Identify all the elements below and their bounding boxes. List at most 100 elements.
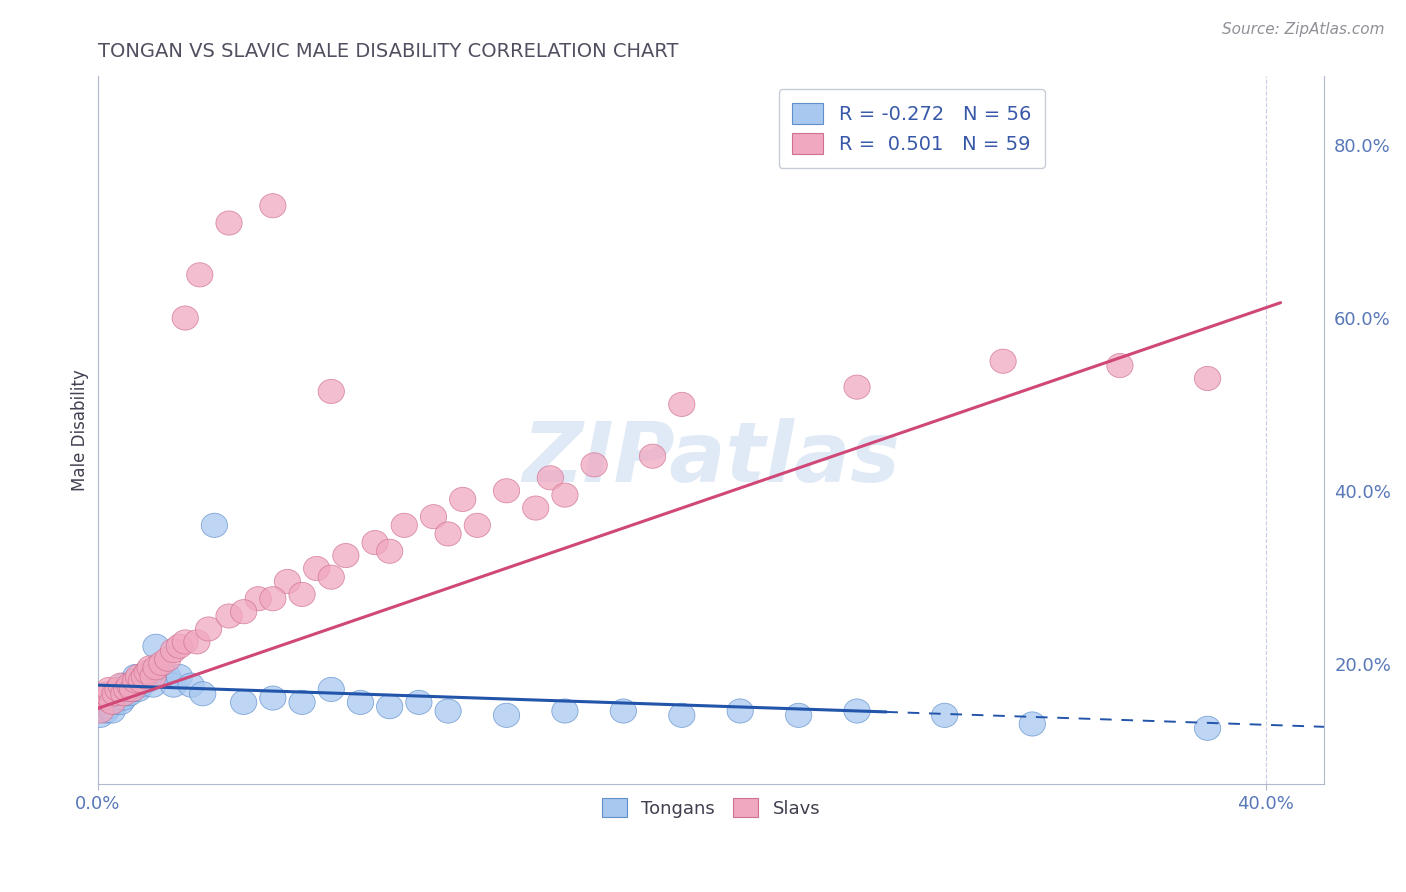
Ellipse shape	[1195, 367, 1220, 391]
Ellipse shape	[434, 699, 461, 723]
Ellipse shape	[98, 686, 125, 710]
Ellipse shape	[288, 582, 315, 607]
Ellipse shape	[523, 496, 548, 520]
Ellipse shape	[117, 673, 143, 698]
Ellipse shape	[105, 677, 131, 701]
Ellipse shape	[1107, 353, 1133, 377]
Ellipse shape	[245, 587, 271, 611]
Ellipse shape	[184, 630, 209, 654]
Ellipse shape	[98, 690, 125, 714]
Ellipse shape	[141, 665, 166, 689]
Ellipse shape	[406, 690, 432, 714]
Ellipse shape	[117, 681, 143, 706]
Ellipse shape	[98, 699, 125, 723]
Ellipse shape	[108, 681, 134, 706]
Ellipse shape	[669, 703, 695, 727]
Ellipse shape	[93, 699, 120, 723]
Text: TONGAN VS SLAVIC MALE DISABILITY CORRELATION CHART: TONGAN VS SLAVIC MALE DISABILITY CORRELA…	[97, 42, 678, 61]
Ellipse shape	[844, 699, 870, 723]
Ellipse shape	[187, 263, 212, 287]
Ellipse shape	[111, 681, 136, 706]
Ellipse shape	[274, 569, 301, 593]
Ellipse shape	[111, 673, 136, 698]
Ellipse shape	[155, 647, 181, 672]
Ellipse shape	[103, 681, 128, 706]
Ellipse shape	[143, 634, 169, 658]
Ellipse shape	[990, 349, 1017, 374]
Ellipse shape	[87, 699, 114, 723]
Ellipse shape	[90, 690, 117, 714]
Ellipse shape	[160, 673, 187, 698]
Ellipse shape	[288, 690, 315, 714]
Ellipse shape	[494, 479, 520, 503]
Ellipse shape	[172, 630, 198, 654]
Ellipse shape	[464, 513, 491, 537]
Ellipse shape	[90, 686, 117, 710]
Ellipse shape	[231, 599, 257, 624]
Ellipse shape	[260, 194, 285, 218]
Ellipse shape	[786, 703, 811, 727]
Ellipse shape	[166, 665, 193, 689]
Ellipse shape	[134, 660, 160, 684]
Ellipse shape	[90, 695, 117, 719]
Ellipse shape	[434, 522, 461, 546]
Ellipse shape	[1195, 716, 1220, 740]
Ellipse shape	[333, 543, 359, 567]
Ellipse shape	[640, 444, 665, 468]
Ellipse shape	[190, 681, 217, 706]
Ellipse shape	[932, 703, 957, 727]
Ellipse shape	[122, 669, 149, 693]
Ellipse shape	[128, 673, 155, 698]
Ellipse shape	[96, 690, 122, 714]
Ellipse shape	[87, 703, 114, 727]
Ellipse shape	[149, 651, 174, 675]
Ellipse shape	[105, 686, 131, 710]
Ellipse shape	[217, 211, 242, 235]
Ellipse shape	[377, 695, 404, 719]
Ellipse shape	[143, 656, 169, 680]
Ellipse shape	[318, 379, 344, 403]
Ellipse shape	[391, 513, 418, 537]
Ellipse shape	[149, 660, 174, 684]
Ellipse shape	[551, 483, 578, 508]
Ellipse shape	[172, 306, 198, 330]
Ellipse shape	[103, 690, 128, 714]
Ellipse shape	[581, 453, 607, 477]
Ellipse shape	[155, 665, 181, 689]
Ellipse shape	[105, 677, 131, 701]
Y-axis label: Male Disability: Male Disability	[72, 369, 89, 491]
Text: ZIPatlas: ZIPatlas	[522, 418, 900, 500]
Ellipse shape	[1019, 712, 1046, 736]
Ellipse shape	[610, 699, 637, 723]
Ellipse shape	[844, 375, 870, 400]
Ellipse shape	[114, 677, 141, 701]
Ellipse shape	[136, 660, 163, 684]
Ellipse shape	[179, 673, 204, 698]
Ellipse shape	[260, 587, 285, 611]
Ellipse shape	[494, 703, 520, 727]
Ellipse shape	[114, 677, 141, 701]
Ellipse shape	[120, 677, 146, 701]
Ellipse shape	[727, 699, 754, 723]
Ellipse shape	[420, 505, 447, 529]
Ellipse shape	[450, 487, 475, 511]
Ellipse shape	[195, 617, 222, 641]
Ellipse shape	[128, 669, 155, 693]
Ellipse shape	[217, 604, 242, 628]
Ellipse shape	[260, 686, 285, 710]
Ellipse shape	[160, 639, 187, 663]
Ellipse shape	[93, 681, 120, 706]
Ellipse shape	[136, 656, 163, 680]
Ellipse shape	[120, 677, 146, 701]
Ellipse shape	[669, 392, 695, 417]
Ellipse shape	[120, 673, 146, 698]
Ellipse shape	[125, 665, 152, 689]
Ellipse shape	[108, 673, 134, 698]
Ellipse shape	[166, 634, 193, 658]
Ellipse shape	[134, 669, 160, 693]
Ellipse shape	[318, 677, 344, 701]
Ellipse shape	[108, 690, 134, 714]
Ellipse shape	[111, 686, 136, 710]
Ellipse shape	[117, 673, 143, 698]
Ellipse shape	[231, 690, 257, 714]
